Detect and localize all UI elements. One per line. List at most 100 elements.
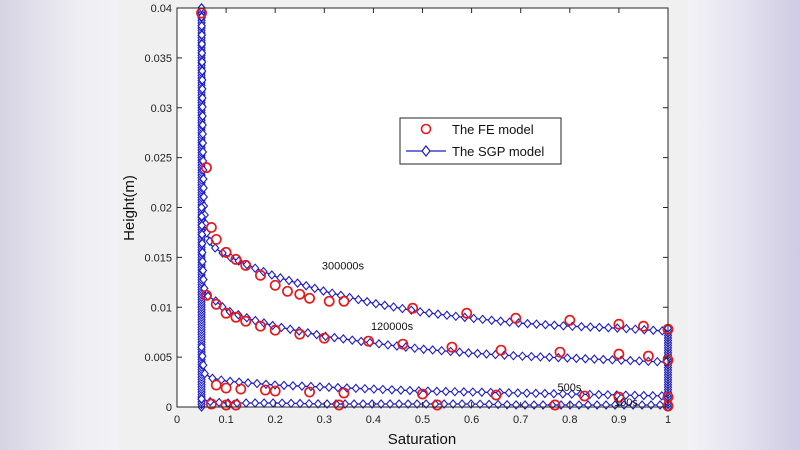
- sgp-diamond-point: [199, 174, 208, 184]
- sgp-diamond-point: [360, 383, 370, 394]
- fe-circle-point: [304, 386, 316, 398]
- fe-circle-point: [638, 320, 649, 332]
- y-tick-label: 0.025: [144, 153, 172, 165]
- sgp-diamond-point: [376, 399, 386, 409]
- x-tick-label: 0.7: [513, 414, 528, 426]
- sgp-diamond-point: [293, 278, 302, 288]
- sgp-diamond-point: [295, 398, 305, 409]
- sgp-diamond-point: [197, 394, 206, 404]
- sgp-diamond-point: [437, 345, 446, 356]
- legend: The FE model The SGP model: [399, 117, 562, 165]
- sgp-diamond-point: [635, 356, 644, 366]
- sgp-diamond-point: [288, 380, 298, 391]
- x-tick-label: 0.3: [317, 414, 332, 426]
- fe-circle-point: [549, 399, 561, 411]
- sgp-diamond-point: [522, 388, 532, 398]
- fe-circle-point: [230, 399, 242, 411]
- sgp-diamond-point: [250, 263, 260, 274]
- sgp-diamond-point: [197, 211, 206, 222]
- sgp-diamond-point: [243, 378, 253, 388]
- fe-circle-point: [431, 399, 443, 411]
- fe-circle-point: [397, 338, 409, 350]
- sgp-diamond-point: [362, 296, 372, 307]
- fe-circle-point: [564, 314, 576, 326]
- sgp-diamond-point: [464, 348, 473, 358]
- sgp-diamond-point: [198, 93, 207, 103]
- fe-circle-point: [417, 388, 428, 400]
- fe-circle-point: [363, 335, 374, 347]
- curve-label-120000s: 120000s: [371, 321, 414, 333]
- sgp-diamond-point: [197, 21, 206, 31]
- fe-circle-point: [201, 162, 212, 174]
- sgp-diamond-point: [432, 386, 442, 397]
- sgp-diamond-point: [421, 399, 431, 409]
- sgp-diamond-point: [419, 344, 428, 355]
- sgp-diamond-point: [549, 388, 559, 399]
- y-tick-label: 0.015: [144, 252, 172, 264]
- sgp-diamond-point: [197, 66, 207, 76]
- sgp-diamond-point: [482, 349, 491, 359]
- sgp-diamond-point: [475, 399, 485, 410]
- y-tick-label: 0.03: [151, 103, 172, 115]
- sgp-diamond-point: [581, 353, 590, 364]
- fe-circle-point: [642, 350, 654, 362]
- fe-circle-point: [490, 389, 502, 401]
- sgp-diamond-point: [649, 325, 658, 336]
- y-tick-label: 0.02: [151, 203, 172, 215]
- y-tick-label: 0.035: [144, 53, 172, 65]
- fe-circle-point: [579, 390, 590, 402]
- sgp-diamond-point: [599, 354, 608, 365]
- sgp-diamond-point: [198, 120, 207, 130]
- sgp-diamond-point: [198, 111, 207, 121]
- sgp-diamond-point: [577, 321, 586, 332]
- fe-circle-point: [201, 289, 212, 301]
- sgp-diamond-point: [284, 275, 294, 286]
- sgp-diamond-point: [198, 138, 208, 148]
- sgp-diamond-point: [197, 202, 206, 213]
- sgp-diamond-point: [197, 220, 207, 231]
- y-tick-label: 0.04: [151, 3, 172, 15]
- sgp-diamond-point: [351, 383, 361, 394]
- sgp-diamond-point: [487, 315, 496, 326]
- sgp-diamond-point: [451, 311, 461, 322]
- sgp-diamond-point: [267, 270, 277, 280]
- fe-circle-point: [230, 253, 242, 265]
- sgp-diamond-point: [441, 386, 451, 397]
- sgp-diamond-point: [563, 353, 572, 363]
- sgp-diamond-point: [640, 324, 649, 335]
- sgp-diamond-point: [586, 322, 595, 332]
- sgp-diamond-point: [531, 388, 541, 399]
- x-tick-label: 0.9: [611, 414, 626, 426]
- sgp-diamond-point: [339, 334, 348, 344]
- sgp-diamond-point: [198, 75, 207, 85]
- sgp-diamond-point: [198, 351, 207, 361]
- fe-circle-point: [554, 346, 566, 358]
- sgp-diamond-point: [518, 351, 527, 362]
- fe-circle-point: [446, 341, 458, 353]
- sgp-diamond-point: [527, 351, 536, 362]
- sgp-diamond-point: [648, 390, 658, 401]
- y-tick-label: 0: [166, 402, 172, 414]
- sgp-diamond-point: [450, 386, 460, 397]
- sgp-diamond-point: [631, 324, 640, 335]
- sgp-diamond-point: [394, 399, 404, 409]
- sgp-diamond-point: [198, 102, 207, 112]
- tick-layer: 0 0.1 0.2 0.3 0.4 0.5 0.6 0.7 0.8 0.9 1 0 0.005 0.01 0…: [144, 3, 671, 426]
- sgp-diamond-point: [198, 247, 207, 258]
- sgp-diamond-point: [500, 350, 509, 360]
- sgp-diamond-point: [304, 398, 314, 409]
- sgp-diamond-point: [405, 385, 415, 396]
- sgp-diamond-point: [532, 319, 541, 330]
- legend-fe-label: The FE model: [452, 122, 534, 137]
- sgp-diamond-point: [198, 84, 207, 94]
- sgp-diamond-point: [473, 348, 482, 359]
- sgp-diamond-point: [448, 399, 458, 409]
- fe-circle-point: [210, 298, 222, 310]
- sgp-diamond-point: [540, 388, 550, 399]
- fe-circle-point: [255, 320, 266, 332]
- sgp-diamond-point: [301, 280, 311, 291]
- fe-circle-point: [294, 328, 306, 340]
- fe-circle-point: [205, 221, 217, 233]
- sgp-diamond-point: [536, 352, 545, 362]
- sgp-diamond-point: [210, 243, 220, 253]
